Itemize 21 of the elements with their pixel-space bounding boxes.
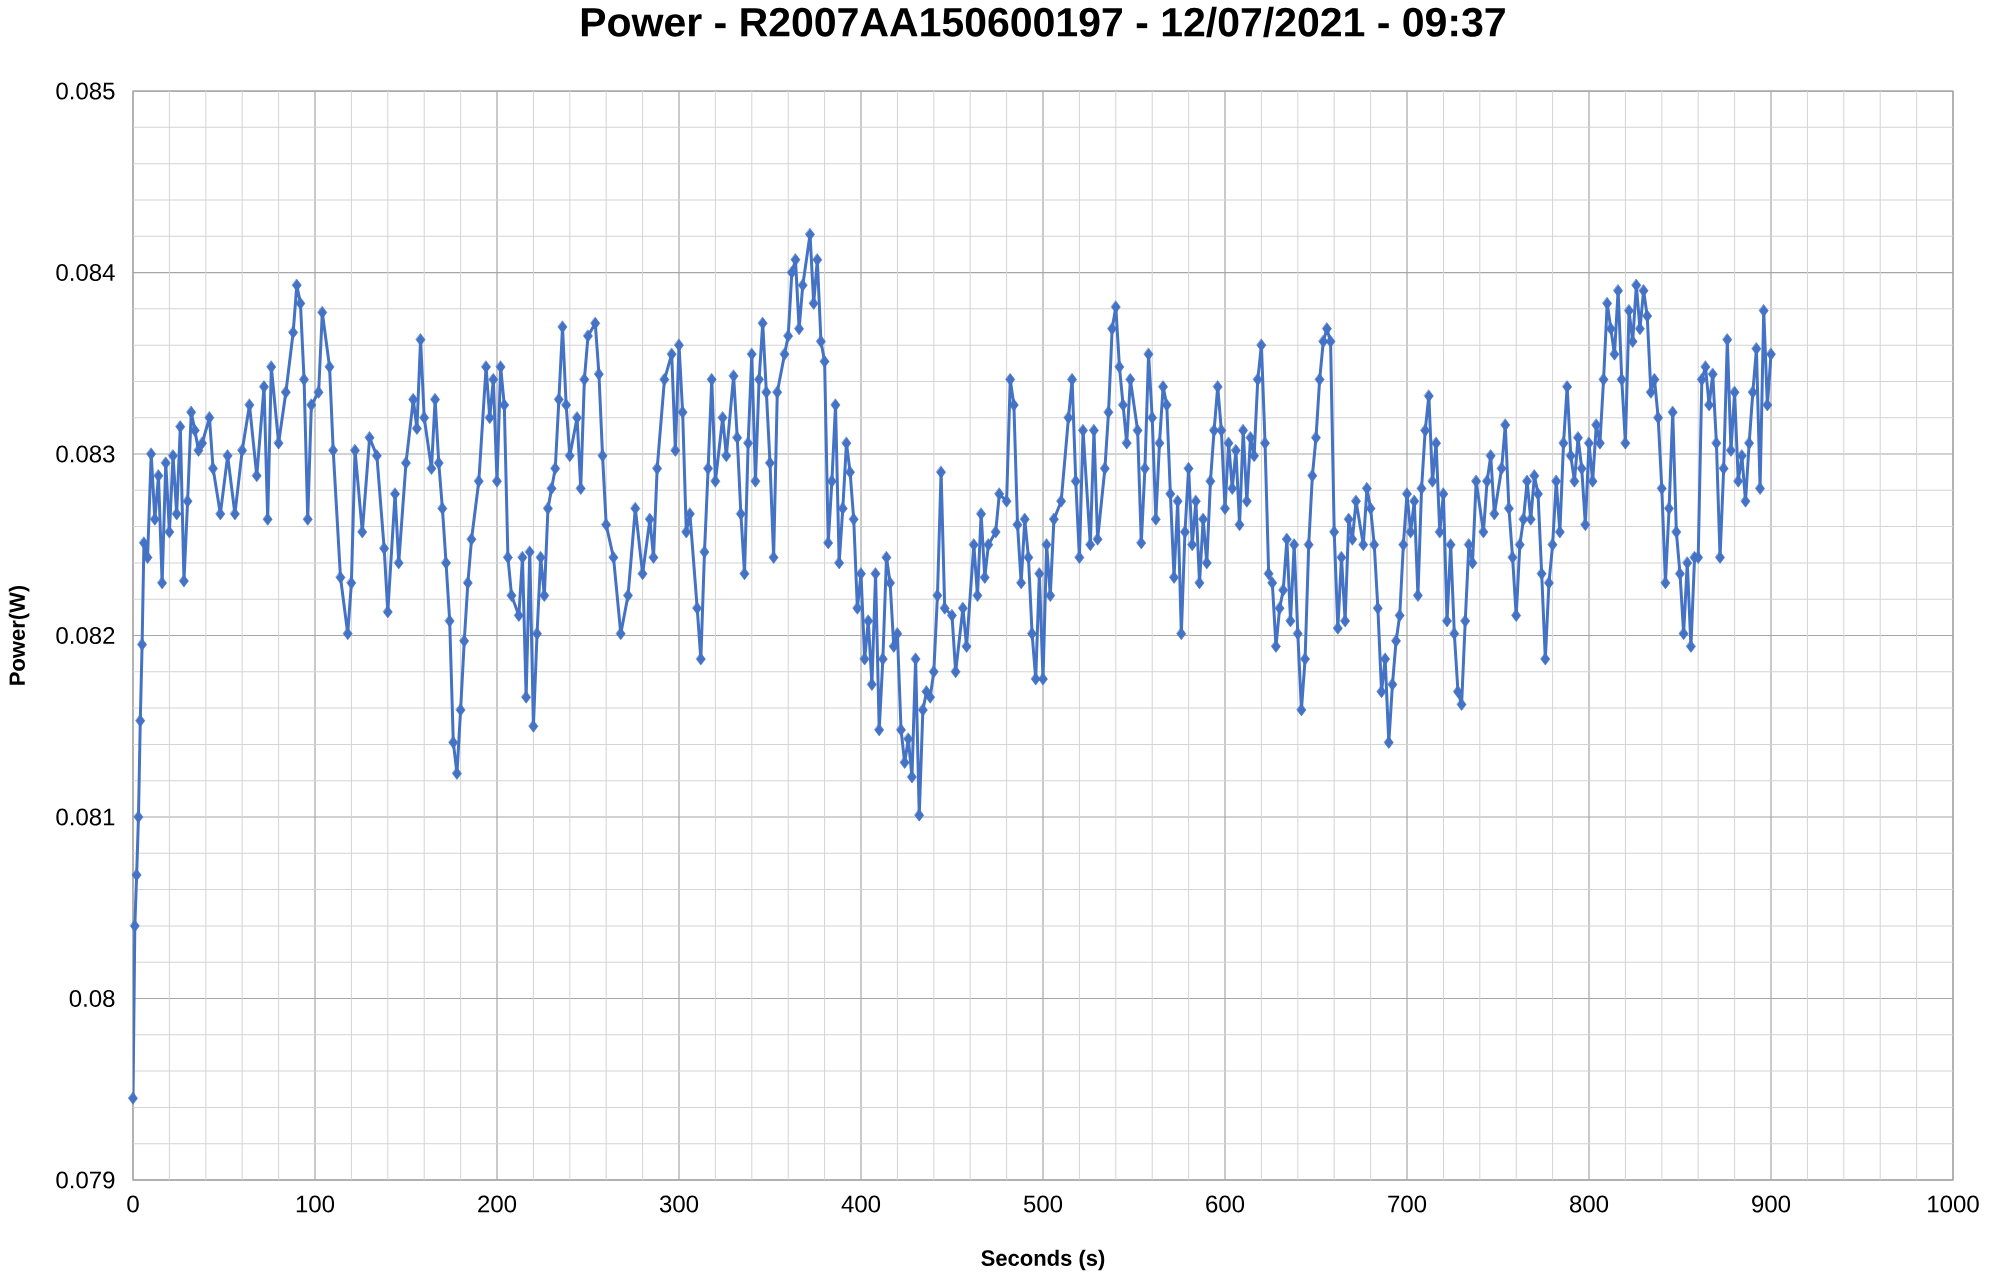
x-tick-label: 100 xyxy=(296,1195,335,1213)
y-tick-label: 0.081 xyxy=(56,808,115,826)
x-tick-label: 200 xyxy=(478,1195,517,1213)
y-tick-label: 0.082 xyxy=(56,627,115,645)
x-tick-label: 500 xyxy=(1023,1195,1063,1213)
y-tick-label: 0.079 xyxy=(56,1171,115,1189)
x-tick-label: 800 xyxy=(1570,1195,1609,1213)
x-tick-label: 900 xyxy=(1752,1195,1791,1213)
chart-title: Power - R2007AA150600197 - 12/07/2021 - 09:37 xyxy=(581,6,1505,38)
y-axis-title: Power(W) xyxy=(8,585,30,685)
x-tick-label: 600 xyxy=(1206,1195,1245,1213)
x-tick-label: 1000 xyxy=(1928,1195,1979,1213)
x-tick-label: 400 xyxy=(841,1195,881,1213)
x-tick-label: 700 xyxy=(1388,1195,1427,1213)
y-tick-label: 0.084 xyxy=(56,264,115,282)
x-tick-label: 300 xyxy=(659,1195,699,1213)
y-tick-label: 0.083 xyxy=(56,445,115,463)
x-axis-title: Seconds (s) xyxy=(981,1249,1105,1271)
y-tick-label: 0.085 xyxy=(56,82,115,100)
y-tick-label: 0.08 xyxy=(69,990,115,1007)
x-tick-label: 0 xyxy=(127,1195,139,1213)
